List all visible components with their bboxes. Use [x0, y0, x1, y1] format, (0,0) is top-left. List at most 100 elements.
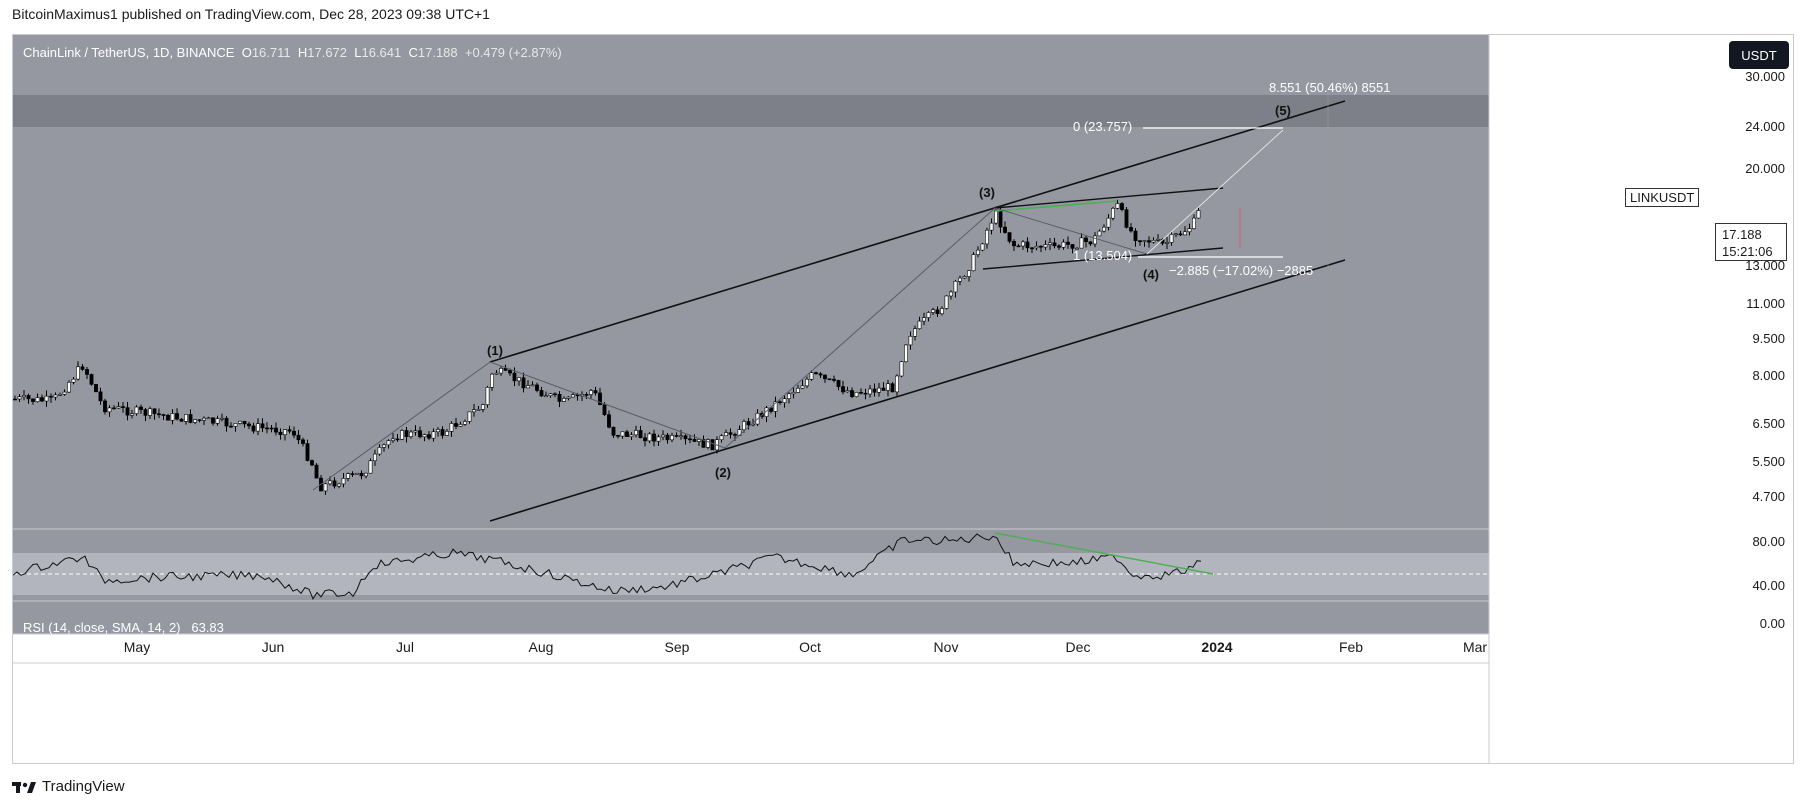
candle-body	[575, 394, 580, 397]
candle-body	[868, 388, 872, 395]
candle-body	[679, 435, 683, 438]
resistance-band	[13, 95, 1489, 127]
candle-body	[485, 387, 490, 405]
time-axis-label: Jun	[261, 639, 285, 655]
candle-body	[778, 401, 782, 403]
candle-body	[616, 435, 620, 437]
candle-body	[845, 390, 850, 393]
ohlc-legend: ChainLink / TetherUS, 1D, BINANCE O16.71…	[23, 45, 562, 60]
candle-body	[494, 372, 499, 375]
candle-body	[89, 374, 94, 385]
candle-body	[526, 385, 530, 389]
candle-body	[310, 460, 314, 466]
symbol-label[interactable]: ChainLink / TetherUS, 1D, BINANCE	[23, 45, 235, 60]
candle-body	[274, 427, 278, 433]
bearish-divergence-price-line	[994, 200, 1118, 212]
candle-body	[553, 393, 557, 396]
candle-body	[683, 435, 688, 440]
candle-body	[305, 443, 310, 461]
candle-body	[1003, 226, 1007, 233]
candle-body	[944, 295, 949, 309]
candle-body	[1124, 209, 1129, 228]
chart-frame[interactable]: ChainLink / TetherUS, 1D, BINANCE O16.71…	[12, 34, 1794, 764]
candle-body	[854, 392, 859, 397]
candle-body	[314, 464, 319, 479]
candle-body	[292, 430, 296, 436]
time-axis-label: 2024	[1201, 639, 1233, 655]
candle-body	[242, 420, 247, 425]
footer-brand-label: TradingView	[42, 778, 125, 795]
candle-body	[445, 431, 449, 436]
last-price: 17.188	[1722, 227, 1762, 242]
candle-body	[1021, 241, 1025, 247]
candle-body	[787, 393, 791, 399]
candle-body	[886, 383, 890, 391]
candle-body	[364, 472, 368, 477]
candle-body	[634, 430, 638, 436]
candle-body	[1196, 210, 1201, 219]
candle-body	[1192, 217, 1196, 229]
candle-body	[602, 404, 607, 415]
candle-body	[350, 473, 355, 475]
low-label: L	[354, 45, 362, 60]
candle-body	[517, 377, 521, 382]
candle-body	[917, 320, 922, 330]
candle-body	[548, 393, 553, 397]
projection-line	[1146, 129, 1284, 255]
candle-body	[184, 414, 188, 422]
candle-body	[535, 384, 539, 391]
candle-body	[481, 404, 485, 410]
candle-body	[877, 387, 881, 393]
candle-body	[422, 434, 427, 438]
candle-body	[872, 388, 877, 393]
candle-body	[80, 366, 85, 370]
price-axis-label: 20.000	[1745, 161, 1785, 176]
rsi-line	[13, 533, 1202, 600]
candle-body	[404, 430, 409, 437]
candle-body	[386, 440, 391, 446]
candle-body	[1115, 203, 1120, 209]
candle-body	[814, 372, 818, 375]
currency-button[interactable]: USDT	[1729, 41, 1789, 69]
footer-brand[interactable]: TradingView	[12, 778, 125, 795]
candle-body	[121, 406, 125, 408]
rsi-axis-label: 80.00	[1752, 534, 1785, 549]
candle-body	[746, 421, 751, 426]
candle-body	[584, 394, 589, 396]
candle-body	[818, 373, 823, 376]
triangle-upper-line	[994, 187, 1224, 209]
candle-body	[1165, 242, 1169, 244]
candle-body	[791, 392, 796, 395]
candle-body	[980, 243, 985, 251]
change-value: +0.479 (+2.87%)	[464, 45, 562, 60]
candle-body	[710, 439, 715, 451]
open-value: 16.711	[251, 45, 291, 60]
candle-body	[670, 435, 674, 441]
candle-body	[998, 210, 1003, 228]
candle-body	[1169, 234, 1174, 243]
bearish-divergence-rsi-line	[994, 532, 1214, 575]
candle-body	[544, 395, 548, 398]
rsi-value: 63.83	[191, 620, 224, 635]
price-axis-label: 8.000	[1752, 368, 1785, 383]
candle-body	[1057, 245, 1061, 248]
candle-body	[409, 431, 413, 437]
candle-body	[44, 395, 49, 402]
last-price-tag: 17.188 15:21:06	[1715, 223, 1787, 261]
candle-body	[346, 473, 350, 479]
candle-body	[742, 421, 746, 430]
candle-body	[94, 384, 98, 393]
candle-body	[35, 397, 40, 402]
chart-canvas[interactable]	[13, 35, 1794, 764]
candle-body	[260, 423, 265, 429]
candle-body	[805, 378, 809, 387]
candle-body	[152, 408, 157, 415]
wave-label-1: (1)	[487, 343, 503, 358]
open-label: O	[241, 45, 252, 60]
candle-body	[850, 390, 854, 397]
candle-body	[598, 392, 602, 405]
rsi-title[interactable]: RSI (14, close, SMA, 14, 2)	[23, 620, 181, 635]
candle-body	[22, 395, 26, 398]
candle-body	[827, 378, 832, 381]
candle-body	[67, 381, 71, 393]
